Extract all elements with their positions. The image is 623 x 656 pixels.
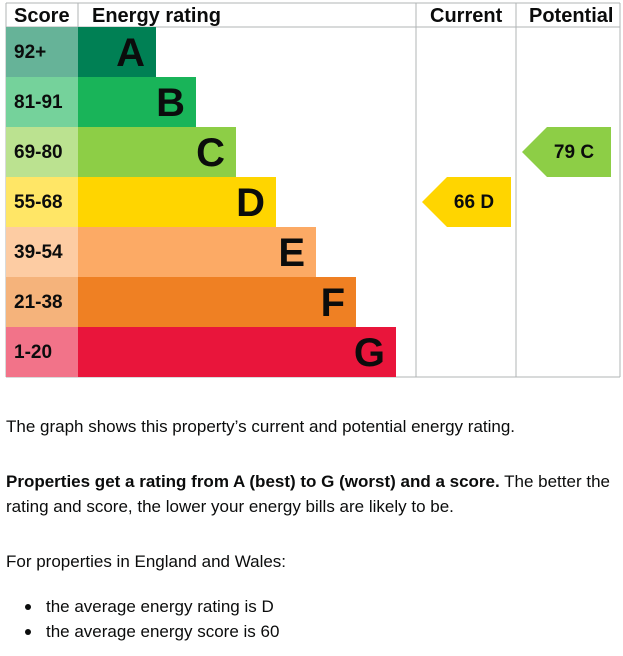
band-e-range-label: 39-54: [14, 242, 63, 263]
band-d-letter: D: [236, 181, 265, 225]
band-d-bar: [78, 177, 276, 227]
rating-explanation: Properties get a rating from A (best) to…: [6, 469, 618, 519]
band-d-range-label: 55-68: [14, 192, 63, 213]
rating-bands: 92+ A 81-91 B 69-80 C 55-68 D 39-54 E 21-38 F 1-20 G: [6, 27, 396, 377]
average-list: the average energy rating is D the avera…: [6, 594, 279, 644]
rating-explanation-bold: Properties get a rating from A (best) to…: [6, 472, 500, 491]
chart-headers: Score Energy rating Current Potential: [14, 5, 613, 27]
rating-explanation-rest: The better the rating and score, the low…: [6, 472, 610, 516]
rating-arrows: 66 D 79 C: [422, 127, 611, 227]
band-f-score-cell: [6, 277, 78, 327]
band-a-letter: A: [116, 31, 145, 75]
band-g-letter: G: [354, 331, 385, 375]
band-e-letter: E: [278, 231, 305, 275]
band-g-score-cell: [6, 327, 78, 377]
band-f-letter: F: [321, 281, 345, 325]
band-c-letter: C: [196, 131, 225, 175]
england-wales-intro: For properties in England and Wales:: [6, 552, 287, 571]
chart-caption: The graph shows this property’s current …: [6, 417, 516, 436]
current-arrow: [422, 177, 511, 227]
band-c-score-cell: [6, 127, 78, 177]
epc-chart: Score Energy rating Current Potential 92…: [5, 2, 621, 378]
header-energy-rating: Energy rating: [92, 5, 221, 27]
band-b-range-label: 81-91: [14, 92, 63, 113]
band-a-range-label: 92+: [14, 42, 46, 63]
band-b-bar: [78, 77, 196, 127]
band-f-range-label: 21-38: [14, 292, 63, 313]
header-potential: Potential: [529, 5, 613, 27]
average-score-item: the average energy score is 60: [6, 619, 279, 644]
band-a-bar: [78, 27, 156, 77]
header-score: Score: [14, 5, 70, 27]
band-a-score-cell: [6, 27, 78, 77]
band-d-score-cell: [6, 177, 78, 227]
band-c-bar: [78, 127, 236, 177]
band-b-letter: B: [156, 81, 185, 125]
potential-arrow-label: 79 C: [554, 142, 594, 163]
band-g-bar: [78, 327, 396, 377]
band-e-score-cell: [6, 227, 78, 277]
average-rating-item: the average energy rating is D: [6, 594, 279, 619]
band-c-range-label: 69-80: [14, 142, 63, 163]
band-b-score-cell: [6, 77, 78, 127]
header-current: Current: [430, 5, 503, 27]
band-g-range-label: 1-20: [14, 342, 52, 363]
band-e-bar: [78, 227, 316, 277]
band-f-bar: [78, 277, 356, 327]
potential-arrow: [522, 127, 611, 177]
current-arrow-label: 66 D: [454, 192, 494, 213]
